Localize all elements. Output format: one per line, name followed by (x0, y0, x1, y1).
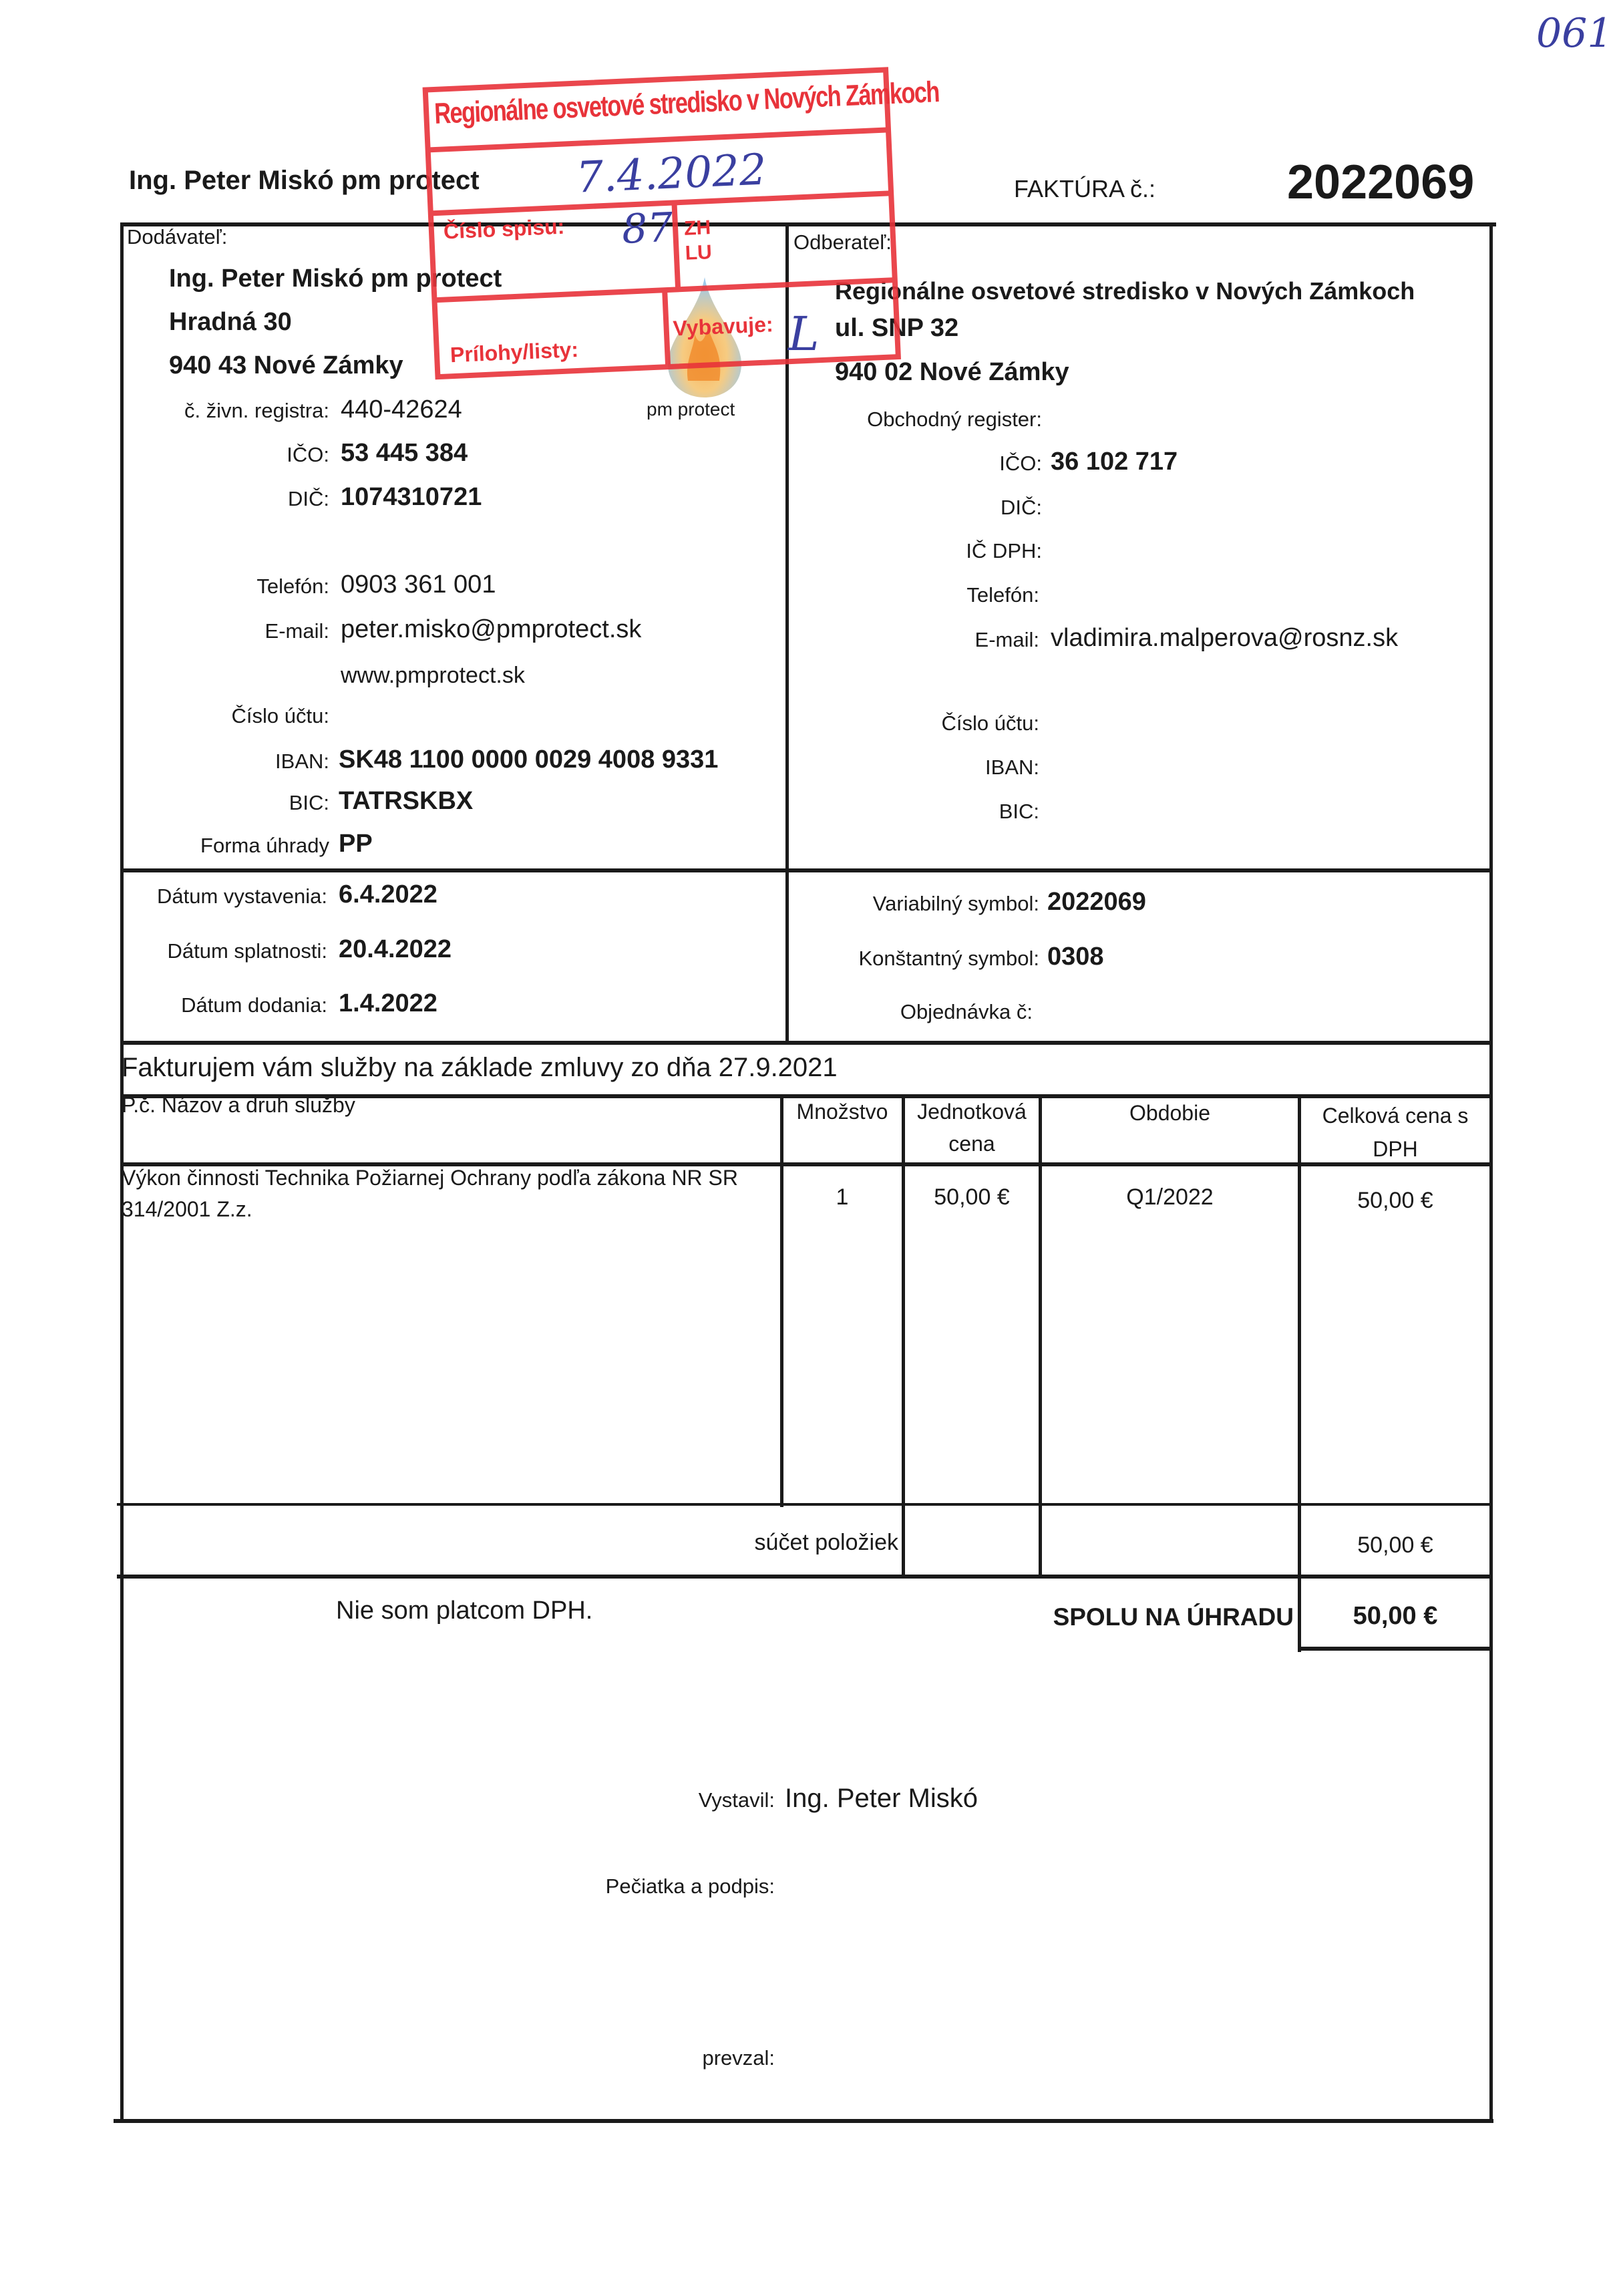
issued-by: Ing. Peter Miskó (785, 1784, 978, 1813)
customer-section-label: Odberateľ: (793, 230, 892, 254)
supplier-account-label: Číslo účtu: (231, 704, 329, 727)
header-name: P.č. Názov a druh služby (122, 1093, 355, 1117)
delivery-date: 1.4.2022 (339, 989, 437, 1017)
supplier-ico-label: IČO: (287, 443, 329, 466)
stamp-file-handwritten: 87 (620, 204, 674, 253)
supplier-name: Ing. Peter Miskó pm protect (169, 265, 502, 293)
header-qty: Množstvo (796, 1100, 888, 1124)
supplier-email: peter.misko@pmprotect.sk (341, 615, 642, 643)
received-label: prevzal: (702, 2046, 775, 2070)
corner-handwritten-note: 061 (1536, 10, 1609, 57)
invoice-label: FAKTÚRA č.: (1014, 175, 1156, 202)
supplier-section-label: Dodávateľ: (127, 225, 228, 249)
supplier-city: 940 43 Nové Zámky (169, 351, 403, 379)
due-date-label: Dátum splatnosti: (167, 939, 328, 963)
supplier-phone-label: Telefón: (256, 575, 329, 598)
supplier-phone: 0903 361 001 (341, 570, 496, 599)
customer-city: 940 02 Nové Zámky (835, 358, 1069, 386)
stamp-lu: LU (685, 241, 713, 265)
customer-ico: 36 102 717 (1051, 448, 1178, 476)
supplier-ico: 53 445 384 (341, 439, 468, 467)
invoice-number: 2022069 (1287, 156, 1475, 209)
trade-register-value: 440-42624 (341, 395, 462, 424)
row-qty: 1 (836, 1184, 849, 1210)
customer-ico-label: IČO: (999, 452, 1042, 475)
supplier-bic: TATRSKBX (339, 787, 474, 815)
grand-total-label: SPOLU NA ÚHRADU (1053, 1603, 1294, 1631)
sum-label: súčet položiek (754, 1530, 898, 1555)
handwritten-initial: L (788, 307, 820, 361)
header-total-1: Celková cena s (1322, 1104, 1469, 1128)
stamp-zh: ZH (683, 216, 711, 240)
customer-account-label: Číslo účtu: (941, 711, 1039, 735)
supplier-dic: 1074310721 (341, 483, 482, 511)
customer-iban-label: IBAN: (985, 756, 1039, 779)
payment-label: Forma úhrady (200, 834, 329, 857)
variable-symbol: 2022069 (1047, 888, 1146, 916)
constant-symbol: 0308 (1047, 943, 1104, 971)
customer-dic-label: DIČ: (1001, 496, 1042, 519)
vat-note: Nie som platcom DPH. (336, 1597, 593, 1625)
row-total: 50,00 € (1357, 1188, 1433, 1213)
due-date: 20.4.2022 (339, 935, 452, 963)
constant-symbol-label: Konštantný symbol: (858, 947, 1039, 970)
customer-email-label: E-mail: (974, 628, 1039, 651)
customer-register-label: Obchodný register: (867, 407, 1042, 431)
stamp-signature-label: Pečiatka a podpis: (605, 1874, 775, 1898)
row-name-line1: Výkon činnosti Technika Požiarnej Ochran… (122, 1166, 738, 1190)
issued-date-label: Dátum vystavenia: (157, 884, 327, 908)
intro-text: Fakturujem vám služby na základe zmluvy … (122, 1053, 838, 1082)
supplier-bic-label: BIC: (289, 791, 329, 814)
order-label: Objednávka č: (900, 1000, 1033, 1023)
delivery-date-label: Dátum dodania: (181, 993, 327, 1017)
trade-register-label: č. živn. registra: (184, 399, 329, 422)
supplier-web: www.pmprotect.sk (341, 663, 525, 688)
customer-email: vladimira.malperova@rosnz.sk (1051, 624, 1399, 652)
sum-value: 50,00 € (1357, 1532, 1433, 1558)
grand-total: 50,00 € (1353, 1602, 1438, 1630)
variable-symbol-label: Variabilný symbol: (872, 892, 1039, 915)
customer-name: Regionálne osvetové stredisko v Nových Z… (835, 277, 1415, 305)
stamp-date-handwritten: 7.4.2022 (575, 145, 768, 203)
row-name-line2: 314/2001 Z.z. (122, 1197, 252, 1221)
issued-date: 6.4.2022 (339, 880, 437, 909)
customer-phone-label: Telefón: (966, 583, 1039, 607)
supplier-iban: SK48 1100 0000 0029 4008 9331 (339, 746, 719, 774)
issued-by-label: Vystavil: (698, 1788, 775, 1812)
payment-value: PP (339, 830, 373, 858)
header-unit-price-1: Jednotková (917, 1100, 1027, 1124)
header-period: Obdobie (1129, 1101, 1210, 1125)
header-total-2: DPH (1373, 1137, 1418, 1161)
supplier-street: Hradná 30 (169, 308, 292, 336)
row-period: Q1/2022 (1126, 1184, 1214, 1210)
header-unit-price-2: cena (948, 1132, 995, 1156)
logo-text: pm protect (647, 399, 735, 420)
supplier-iban-label: IBAN: (275, 750, 329, 773)
header-supplier-title: Ing. Peter Miskó pm protect (129, 166, 480, 195)
row-unit-price: 50,00 € (934, 1184, 1010, 1210)
stamp-handler-label: Vybavuje: (672, 312, 774, 341)
supplier-email-label: E-mail: (264, 619, 329, 643)
customer-bic-label: BIC: (999, 800, 1039, 823)
customer-icdph-label: IČ DPH: (966, 539, 1042, 562)
supplier-dic-label: DIČ: (288, 487, 329, 510)
registry-stamp: Regionálne osvetové stredisko v Nových Z… (417, 43, 940, 384)
